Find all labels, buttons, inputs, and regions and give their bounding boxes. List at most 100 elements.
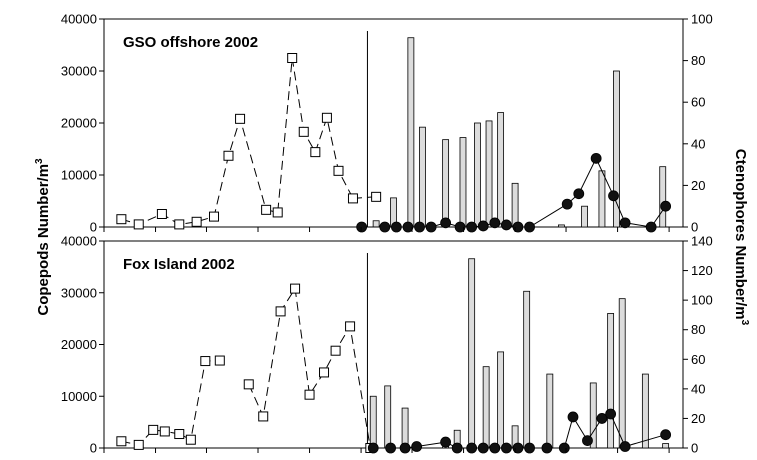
ctenophore-point — [425, 221, 437, 233]
copepod-point — [287, 53, 298, 63]
copepod-point — [371, 191, 382, 202]
ctenophore-point — [477, 220, 489, 232]
ctenophore-point — [582, 435, 593, 447]
ctenophore-bar — [613, 70, 620, 228]
copepod-point — [347, 193, 358, 204]
ctenophore-bar — [468, 258, 476, 449]
ctenophore-point — [605, 408, 617, 420]
right-tick-label: 120 — [691, 263, 713, 278]
right-tick-label: 60 — [691, 95, 705, 110]
ctenophore-point — [561, 198, 573, 210]
ctenophore-bar — [497, 112, 505, 228]
left-tick-label: 0 — [90, 441, 97, 456]
ctenophore-point — [411, 441, 423, 452]
copepod-point — [200, 356, 211, 367]
ctenophore-point — [385, 442, 397, 454]
right-tick-label: 0 — [691, 220, 698, 235]
copepod-point — [209, 211, 220, 222]
copepod-point — [116, 214, 127, 225]
copepod-point — [275, 306, 286, 317]
left-tick-label: 20000 — [61, 337, 97, 352]
copepod-point — [156, 209, 167, 219]
copepod-point — [345, 321, 356, 332]
ctenophore-point — [440, 217, 452, 229]
copepod-point — [223, 150, 234, 161]
ctenophore-point — [501, 442, 512, 454]
right-tick-label: 140 — [691, 234, 713, 249]
left-tick-label: 20000 — [61, 116, 97, 131]
ctenophore-point — [619, 441, 631, 452]
right-tick-label: 100 — [691, 293, 713, 308]
copepod-point — [261, 204, 272, 215]
ctenophore-point — [440, 436, 452, 448]
right-tick-label: 20 — [691, 178, 705, 193]
ctenophore-bar — [497, 351, 505, 449]
ctenophore-point — [596, 413, 608, 424]
ctenophore-bar — [372, 220, 380, 228]
copepod-point — [174, 219, 185, 230]
ctenophore-point — [466, 221, 478, 233]
ctenophore-bar — [598, 170, 606, 228]
right-axis-title: Ctenophores Number/m3 — [732, 149, 750, 326]
ctenophore-bar — [401, 407, 409, 449]
ctenophore-point — [619, 217, 631, 229]
ctenophore-point — [660, 429, 672, 441]
right-tick-label: 80 — [691, 322, 705, 337]
copepod-point — [214, 355, 225, 366]
panel-title: GSO offshore 2002 — [123, 34, 258, 51]
ctenophore-bar — [641, 373, 649, 449]
ctenophore-point — [402, 221, 414, 233]
right-tick-label: 0 — [691, 441, 698, 456]
ctenophore-point — [558, 442, 570, 454]
copepod-point — [159, 426, 170, 437]
copepod-point — [243, 379, 254, 390]
ctenophore-bar — [482, 366, 490, 449]
ctenophore-point — [660, 200, 672, 212]
ctenophore-point — [489, 442, 501, 454]
copepod-point — [304, 389, 315, 400]
right-tick-label: 100 — [691, 12, 713, 27]
ctenophore-point — [541, 442, 553, 454]
ctenophore-point — [489, 217, 501, 229]
left-axis-title: Copepods Number/m3 — [34, 158, 52, 316]
left-tick-label: 30000 — [61, 285, 97, 300]
ctenophore-point — [466, 442, 478, 454]
right-tick-label: 40 — [691, 381, 705, 396]
copepod-point — [333, 165, 344, 176]
ctenophore-point — [524, 221, 535, 233]
ctenophore-point — [524, 442, 535, 454]
ctenophore-point — [477, 442, 489, 454]
copepod-point — [319, 367, 330, 378]
left-tick-label: 10000 — [61, 389, 97, 404]
ctenophore-point — [573, 188, 585, 200]
copepod-line — [121, 360, 220, 446]
ctenophore-bar — [523, 290, 531, 449]
panel-fox-island: 0 10000 20000 30000 40000 0 20 40 60 80 100 120 140 F… — [61, 234, 713, 456]
copepod-point — [133, 439, 144, 450]
left-tick-label: 40000 — [61, 234, 97, 249]
ctenophore-bar — [407, 37, 415, 228]
ctenophore-point — [390, 221, 402, 233]
ctenophore-bar — [607, 313, 615, 449]
right-tick-label: 20 — [691, 411, 705, 426]
ctenophore-bar — [384, 385, 392, 449]
copepod-point — [185, 434, 196, 445]
ctenophore-point — [512, 221, 524, 233]
ctenophore-bar — [546, 373, 554, 449]
ctenophore-point — [608, 190, 619, 202]
copepod-point — [191, 216, 202, 227]
ctenophore-point — [567, 411, 579, 423]
ctenophore-point — [399, 442, 411, 454]
left-tick-label: 0 — [90, 220, 97, 235]
left-tick-label: 40000 — [61, 12, 97, 27]
panel-title: Fox Island 2002 — [123, 256, 235, 273]
ctenophore-bar — [589, 382, 597, 449]
ctenophore-bar — [558, 224, 565, 228]
ctenophore-bar — [659, 166, 667, 228]
right-tick-label: 80 — [691, 53, 705, 68]
copepod-point — [133, 219, 144, 230]
ctenophore-point — [512, 442, 524, 454]
ctenophore-bar — [369, 395, 377, 449]
ctenophore-point — [414, 221, 425, 233]
ctenophore-point — [379, 221, 391, 233]
